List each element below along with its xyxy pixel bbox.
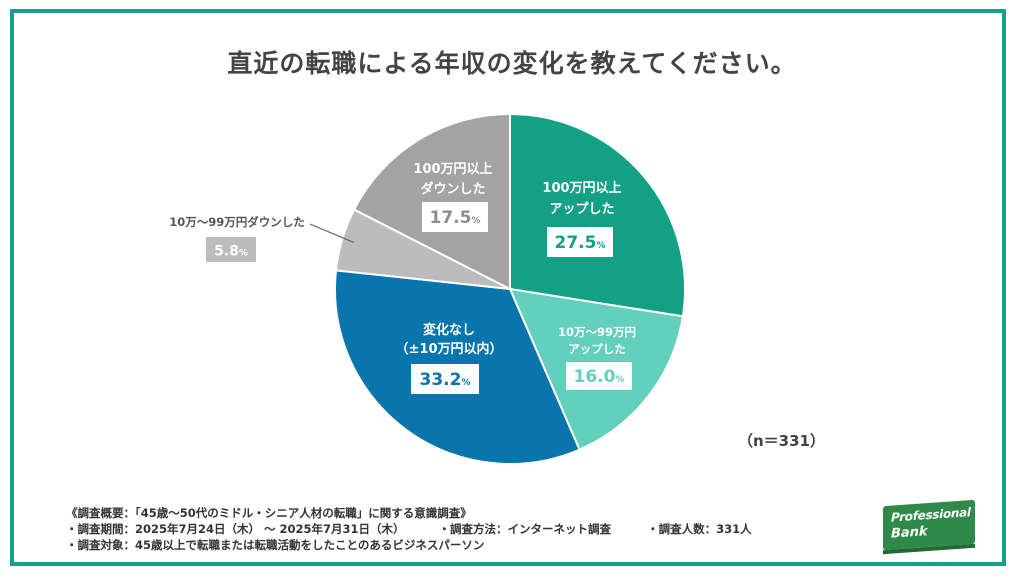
professional-bank-logo: Professional Bank	[883, 499, 975, 555]
value-box-1	[547, 227, 613, 257]
pie-slice-1	[509, 112, 686, 318]
slice-label-4: 10万～99万円ダウンした	[169, 215, 305, 229]
slice-label-1: アップした	[549, 202, 614, 217]
slice-label-2: アップした	[568, 342, 626, 356]
survey-overview: 《調査概要：「45歳～50代のミドル・シニア人材の転職」に関する意識調査》	[66, 506, 472, 520]
slice-label-3: （±10万円以内）	[396, 341, 503, 357]
slice-label-3: 変化なし	[423, 322, 475, 338]
value-box-4	[206, 237, 256, 262]
slice-value-3: 33.2%	[420, 370, 471, 390]
pie-slice-5	[352, 112, 511, 291]
slice-value-4: 5.8%	[214, 244, 248, 260]
slice-label-2: 10万～99万円	[558, 325, 636, 339]
slice-value-2: 16.0%	[574, 367, 625, 387]
survey-target: ・調査対象：45歳以上で転職または転職活動をしたことのあるビジネスパーソン	[66, 538, 485, 552]
value-box-5	[422, 202, 488, 232]
value-box-2	[566, 362, 632, 390]
leader-line	[309, 223, 355, 244]
survey-details: ・調査期間：2025年7月24日（木） ～ 2025年7月31日（木） ・調査方…	[66, 521, 752, 537]
survey-footer: 《調査概要：「45歳～50代のミドル・シニア人材の転職」に関する意識調査》 ・調…	[66, 505, 752, 553]
value-box-3	[411, 364, 479, 394]
slice-label-5: ダウンした	[420, 181, 485, 197]
survey-method: ・調査方法：インターネット調査	[438, 522, 612, 536]
slice-value-5: 17.5%	[430, 208, 481, 228]
chart-title: 直近の転職による年収の変化を教えてください。	[227, 49, 797, 78]
survey-count: ・調査人数：331人	[647, 522, 752, 536]
sample-size-label: （n＝331）	[738, 432, 825, 450]
slice-value-1: 27.5%	[555, 233, 606, 253]
survey-period: ・調査期間：2025年7月24日（木） ～ 2025年7月31日（木）	[66, 522, 405, 536]
slice-label-5: 100万円以上	[413, 162, 492, 177]
slice-label-1: 100万円以上	[542, 181, 621, 196]
